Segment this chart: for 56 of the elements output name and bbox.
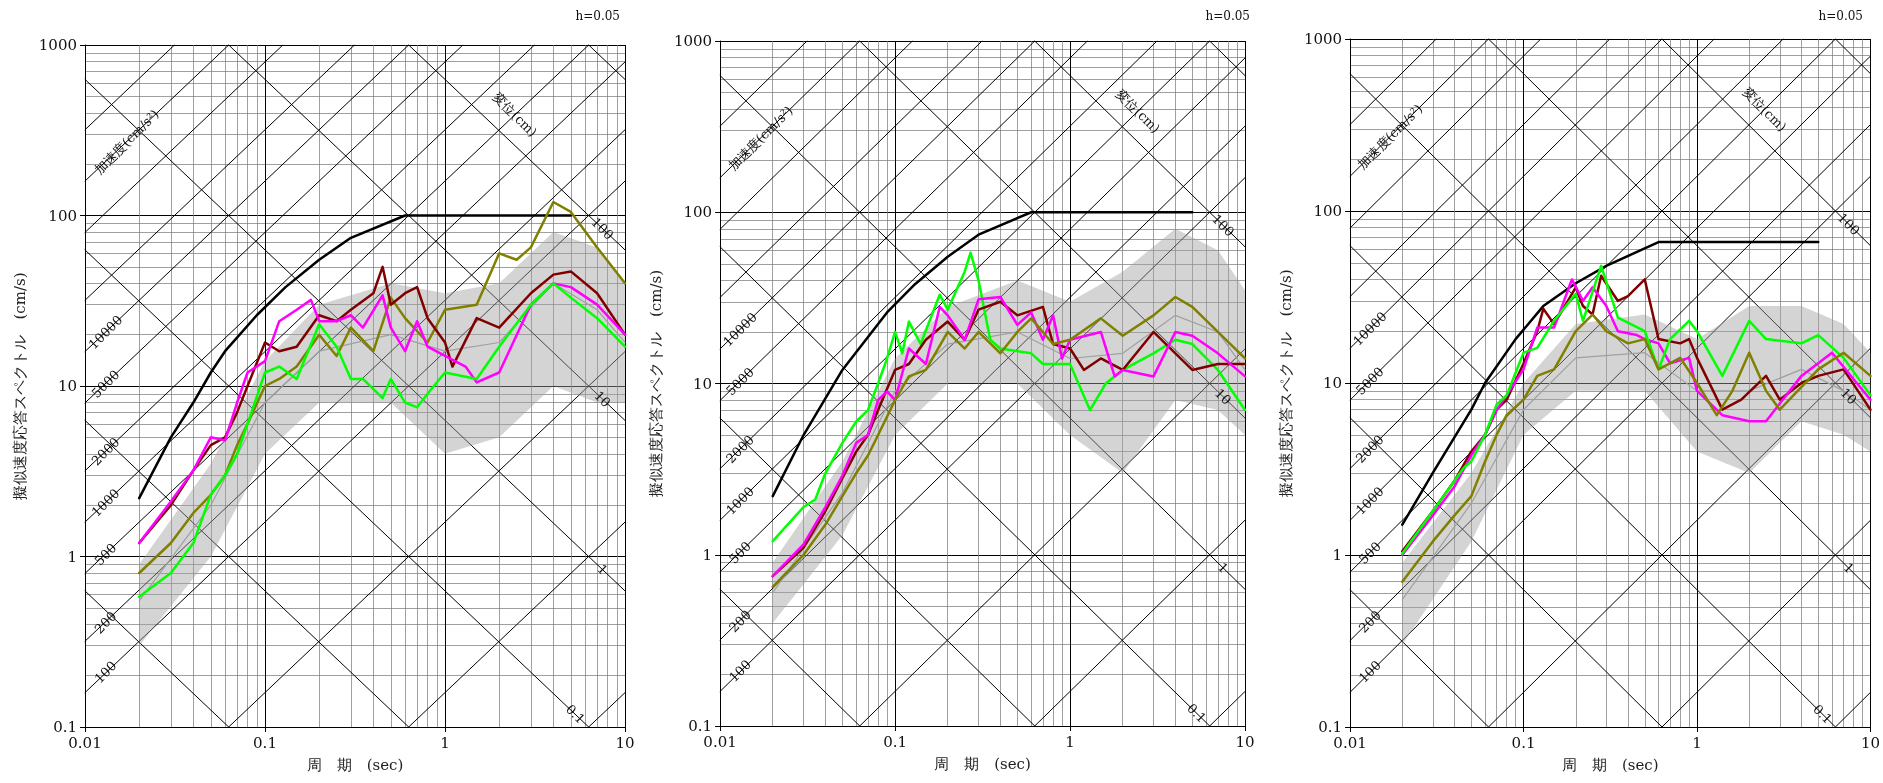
annotation: 500 — [1355, 538, 1384, 567]
text: h=0.05 — [1818, 9, 1864, 23]
x-tick-label: 10 — [615, 733, 635, 752]
annotation: 100 — [1834, 210, 1863, 239]
y-tick-label: 10 — [57, 377, 77, 395]
annotation: 1 — [1840, 559, 1858, 577]
x-tick-label: 0.1 — [883, 732, 907, 751]
y-axis-title: 擬似速度応答スペクトル (cm/s) — [646, 269, 665, 498]
annotation: 100 — [91, 657, 120, 687]
annotation: 0.1 — [1184, 700, 1210, 726]
y-tick-label: 100 — [1313, 202, 1343, 220]
x-tick-label: 1 — [440, 733, 450, 752]
y-tick-label: 1000 — [38, 36, 77, 54]
y-tick-label: 10 — [1322, 374, 1343, 392]
annotation: 200 — [1355, 607, 1384, 636]
annotation: 500 — [91, 540, 120, 569]
y-tick-label: 1 — [702, 545, 713, 564]
annotation: 10 — [591, 387, 614, 411]
text: h=0.05 — [1205, 9, 1251, 23]
y-tick-label: 0.1 — [53, 718, 77, 736]
y-tick-label: 1000 — [673, 32, 713, 50]
y-tick-label: 10 — [692, 374, 713, 393]
text: h=0.05 — [575, 9, 621, 23]
y-tick-label: 0.1 — [688, 717, 713, 735]
annotation: 100 — [588, 214, 617, 243]
annotation: 100 — [1209, 211, 1238, 240]
y-tick-label: 1 — [67, 547, 77, 566]
annotation: 500 — [725, 538, 755, 567]
annotation: 10 — [1211, 385, 1235, 408]
x-tick-label: 10 — [1860, 733, 1880, 752]
x-axis-title: 周 期 (sec) — [1561, 755, 1659, 774]
annotation: 1 — [594, 561, 611, 578]
annotation: 200 — [91, 608, 120, 637]
annotation: 10 — [1837, 385, 1860, 408]
annotation: 1 — [1214, 559, 1232, 576]
x-tick-label: 0.1 — [253, 733, 277, 752]
y-tick-label: 0.1 — [1318, 718, 1343, 736]
x-tick-label: 0.01 — [703, 732, 737, 751]
x-axis-title: 周 期 (sec) — [934, 754, 1031, 773]
annotation: 100 — [1355, 657, 1384, 686]
x-tick-label: 10 — [1235, 732, 1255, 751]
x-tick-label: 0.01 — [1333, 733, 1367, 752]
y-tick-label: 1000 — [1303, 30, 1343, 48]
y-axis-title: 擬似速度応答スペクトル (cm/s) — [11, 272, 30, 500]
annotation: 0.1 — [1810, 701, 1836, 727]
y-tick-label: 1 — [1332, 546, 1343, 564]
x-tick-label: 1 — [1065, 732, 1075, 751]
x-axis-title: 周 期 (sec) — [306, 755, 404, 774]
x-tick-label: 0.1 — [1511, 733, 1536, 752]
annotation: 0.1 — [562, 701, 588, 727]
y-tick-label: 100 — [683, 203, 713, 222]
x-tick-label: 0.01 — [68, 733, 102, 752]
annotation: 100 — [725, 656, 755, 685]
x-tick-label: 1 — [1692, 733, 1702, 752]
y-tick-label: 100 — [48, 206, 77, 225]
y-axis-title: 擬似速度応答スペクトル (cm/s) — [1276, 269, 1295, 497]
